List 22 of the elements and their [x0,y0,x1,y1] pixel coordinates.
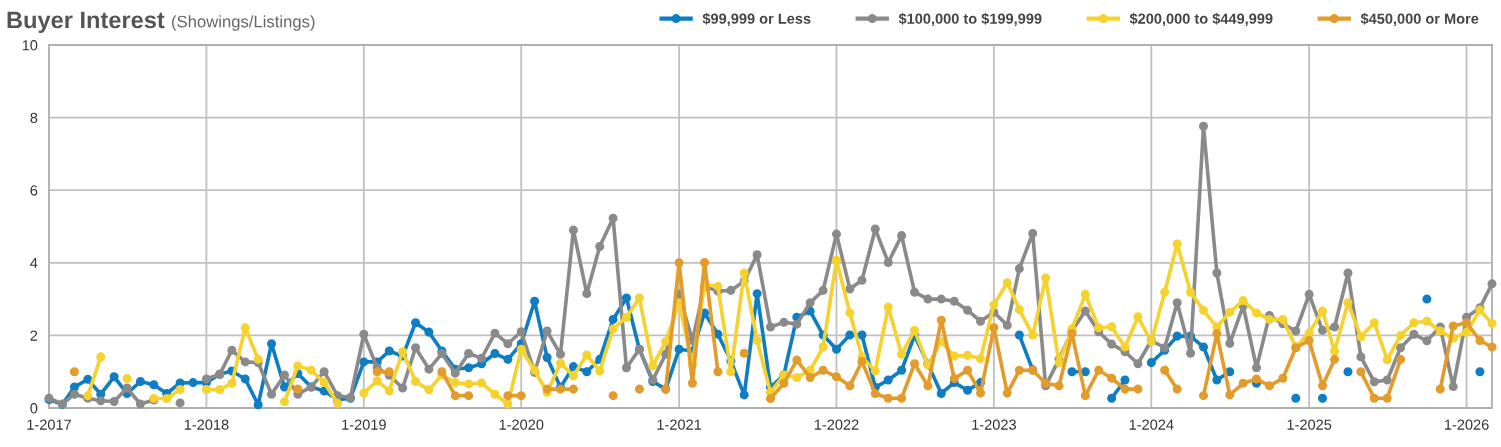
x-tick-label: 1-2020 [499,419,544,430]
y-tick-label: 2 [30,330,38,341]
legend-label: $200,000 to $449,999 [1129,12,1273,26]
y-tick-label: 8 [30,112,38,124]
x-tick-label: 1-2019 [342,419,386,430]
x-tick-label: 1-2025 [1287,419,1332,430]
y-tick-label: 4 [30,258,38,269]
y-tick-label: 6 [30,185,38,196]
legend-label: $450,000 or More [1360,12,1479,26]
x-tick-label: 1-2024 [1129,419,1174,430]
chart-subtitle: (Showings/Listings) [172,15,315,31]
x-tick-label: 1-2017 [27,419,71,430]
y-tick-label: 0 [30,403,38,414]
y-tick-label: 10 [22,40,38,51]
x-tick-label: 1-2021 [657,419,702,430]
x-tick-label: 1-2022 [814,419,859,430]
legend-label: $99,999 or Less [702,12,811,26]
chart-title: Buyer Interest [7,11,165,33]
legend-label: $100,000 to $199,999 [898,12,1042,26]
x-tick-label: 1-2026 [1444,419,1489,430]
x-tick-label: 1-2018 [184,419,229,430]
x-tick-label: 1-2023 [972,419,1016,430]
